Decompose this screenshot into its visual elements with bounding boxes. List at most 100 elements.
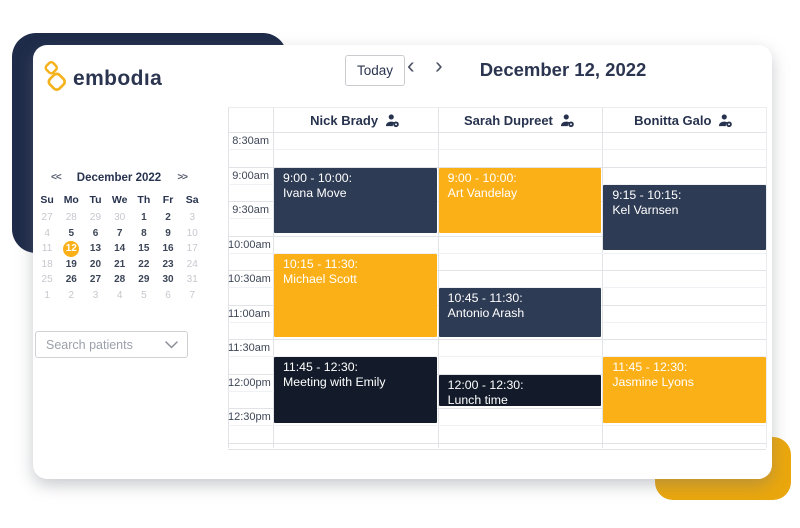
user-settings-icon <box>385 113 400 128</box>
event-time-range: 12:00 - 12:30: <box>447 377 524 392</box>
event-title: Meeting with Emily <box>283 375 386 390</box>
provider-column-header[interactable]: Bonitta Galo <box>602 108 766 132</box>
grid-quarter-line <box>228 252 766 254</box>
mini-calendar-day[interactable]: 4 <box>116 289 123 301</box>
mini-calendar-day[interactable]: 2 <box>68 289 75 301</box>
mini-calendar-day[interactable]: 25 <box>41 274 53 286</box>
grid-row-line <box>228 235 766 237</box>
event-title: Lunch time <box>447 392 508 406</box>
mini-calendar-month-title: December 2022 <box>76 171 162 184</box>
mini-calendar-day[interactable]: 26 <box>65 274 77 286</box>
provider-column-header[interactable]: Sarah Dupreet <box>437 108 601 132</box>
mini-calendar-day-header: Fr <box>162 194 174 206</box>
mini-calendar-day[interactable]: 5 <box>141 289 147 301</box>
today-button[interactable]: Today <box>345 55 406 86</box>
mini-calendar-day[interactable]: 30 <box>114 212 126 224</box>
time-label: 12:00pm <box>228 376 271 389</box>
schedule-header-row: Nick Brady Sarah Dupreet Bonitta Galo <box>228 108 766 132</box>
next-day-button[interactable]: › <box>435 52 443 78</box>
grid-row-line <box>228 408 766 409</box>
appointment-event[interactable]: 10:15 - 11:30: Michael Scott <box>274 253 437 337</box>
mini-calendar-day[interactable]: 8 <box>141 227 147 239</box>
mini-calendar-day[interactable]: 1 <box>44 289 50 301</box>
prev-day-button[interactable]: ‹ <box>407 52 415 78</box>
mini-calendar-day[interactable]: 29 <box>138 274 150 286</box>
mini-calendar-day[interactable]: 5 <box>68 227 75 239</box>
mini-calendar-day[interactable]: 28 <box>114 274 126 286</box>
mini-calendar: << December 2022 >> Su Mo Tu We Th Fr Sa 27 28 2… <box>35 170 205 303</box>
grid-column-line <box>602 108 604 448</box>
mini-calendar-day[interactable]: 7 <box>116 227 123 239</box>
appointment-event[interactable]: 10:45 - 11:30: Antonio Arash <box>438 288 602 337</box>
event-title: Kel Varnsen <box>612 202 679 217</box>
mini-calendar-day[interactable]: 22 <box>138 258 150 270</box>
mini-calendar-day[interactable]: 9 <box>165 227 171 239</box>
mini-calendar-day[interactable]: 18 <box>41 258 53 270</box>
provider-column-header[interactable]: Nick Brady <box>273 108 437 132</box>
appointment-event[interactable]: 11:45 - 12:30: Meeting with Emily <box>274 357 437 423</box>
mini-calendar-day[interactable]: 3 <box>189 212 195 224</box>
grid-row-line <box>228 270 766 271</box>
mini-calendar-day[interactable]: 4 <box>44 227 50 239</box>
grid-column-line <box>273 108 274 448</box>
mini-calendar-day[interactable]: 30 <box>162 274 174 286</box>
mini-calendar-day-header: We <box>111 194 128 206</box>
mini-calendar-day[interactable]: 20 <box>89 258 102 270</box>
mini-calendar-day[interactable]: 10 <box>186 227 198 239</box>
grid-row-line <box>228 442 766 444</box>
event-title: Antonio Arash <box>447 306 525 321</box>
grid-row-line <box>228 132 766 133</box>
mini-calendar-day[interactable]: 31 <box>186 274 198 286</box>
event-time-range: 9:00 - 10:00: <box>283 170 353 185</box>
mini-calendar-day-header: Th <box>137 194 151 206</box>
mini-calendar-day[interactable]: 28 <box>65 212 77 224</box>
mini-calendar-day[interactable]: 21 <box>114 258 126 270</box>
time-label: 9:00am <box>232 169 269 182</box>
schedule-header-corner <box>228 108 273 132</box>
mini-calendar-day[interactable]: 24 <box>186 258 198 270</box>
event-time-range: 9:00 - 10:00: <box>447 170 517 185</box>
mini-calendar-day[interactable]: 15 <box>138 243 150 255</box>
mini-calendar-day[interactable]: 12 <box>59 240 83 257</box>
mini-calendar-day[interactable]: 6 <box>92 227 99 239</box>
grid-quarter-line <box>228 149 766 151</box>
provider-name: Bonitta Galo <box>634 112 712 128</box>
grid-quarter-line <box>228 425 766 427</box>
user-settings-icon <box>718 113 733 128</box>
mini-calendar-day[interactable]: 16 <box>162 243 174 255</box>
current-date-title: December 12, 2022 <box>479 59 647 80</box>
mini-calendar-day[interactable]: 3 <box>92 289 99 301</box>
event-title: Art Vandelay <box>447 185 518 200</box>
grid-row-line <box>228 166 766 168</box>
mini-calendar-day[interactable]: 17 <box>186 243 198 255</box>
mini-calendar-day-headers: Su Mo Tu We Th Fr Sa <box>35 194 205 206</box>
mini-calendar-prev-button[interactable]: << <box>51 172 62 183</box>
time-label: 11:00am <box>228 307 270 320</box>
mini-calendar-day[interactable]: 23 <box>162 258 174 270</box>
mini-calendar-next-button[interactable]: >> <box>177 172 188 183</box>
appointment-event[interactable]: 9:00 - 10:00: Art Vandelay <box>438 167 602 233</box>
appointment-event[interactable]: 11:45 - 12:30: Jasmine Lyons <box>603 357 766 423</box>
mini-calendar-day[interactable]: 13 <box>89 243 102 255</box>
patient-search-select[interactable]: Search patients <box>35 331 188 358</box>
mini-calendar-day[interactable]: 11 <box>41 243 53 255</box>
mini-calendar-day[interactable]: 1 <box>141 212 147 224</box>
mini-calendar-day[interactable]: 27 <box>89 274 102 286</box>
mini-calendar-day[interactable]: 19 <box>65 258 77 270</box>
app-card: embodıa Today ‹ › December 12, 2022 << D… <box>33 45 772 479</box>
mini-calendar-day[interactable]: 14 <box>114 243 126 255</box>
provider-name: Sarah Dupreet <box>464 112 553 128</box>
mini-calendar-day[interactable]: 6 <box>165 289 171 301</box>
mini-calendar-day[interactable]: 29 <box>89 212 102 224</box>
mini-calendar-day[interactable]: 27 <box>41 212 53 224</box>
appointment-event[interactable]: 12:00 - 12:30: Lunch time <box>438 374 602 406</box>
event-time-range: 11:45 - 12:30: <box>283 360 358 375</box>
mini-calendar-day[interactable]: 2 <box>165 212 171 224</box>
appointment-event[interactable]: 9:00 - 10:00: Ivana Move <box>274 167 437 233</box>
time-label: 11:30am <box>228 342 270 354</box>
provider-name: Nick Brady <box>310 112 379 128</box>
mini-calendar-day[interactable]: 7 <box>189 289 195 301</box>
appointment-event[interactable]: 9:15 - 10:15: Kel Varnsen <box>603 184 766 251</box>
event-time-range: 9:15 - 10:15: <box>612 187 682 202</box>
